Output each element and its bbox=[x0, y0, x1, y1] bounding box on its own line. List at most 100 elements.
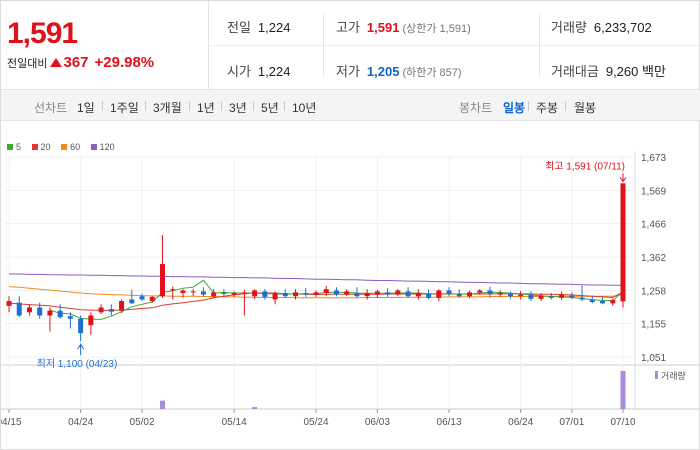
price-summary: 1,591 전일대비 367 +29.98% bbox=[1, 1, 209, 89]
stats-col-divider bbox=[323, 13, 324, 77]
candle-body bbox=[282, 293, 288, 297]
stats-row-divider bbox=[210, 45, 700, 46]
tab-divider bbox=[528, 101, 529, 111]
tab-1d[interactable]: 1일 bbox=[77, 101, 95, 115]
tab-divider bbox=[253, 101, 254, 111]
chart-annotations: 최고 1,591 (07/11) 최저 1,100 (04/23) bbox=[37, 160, 627, 370]
tab-divider bbox=[221, 101, 222, 111]
low-annotation: 최저 1,100 (04/23) bbox=[37, 358, 118, 370]
legend-ma120: 120 bbox=[90, 142, 115, 152]
candle-body bbox=[98, 307, 104, 313]
tab-daily[interactable]: 일봉 bbox=[503, 101, 526, 115]
candle-body bbox=[16, 302, 22, 316]
legend-ma60: 60 bbox=[61, 142, 80, 152]
stat-value: 1,591 bbox=[366, 20, 400, 35]
candle-body bbox=[313, 292, 319, 295]
tab-monthly[interactable]: 월봉 bbox=[574, 101, 597, 115]
candle-body bbox=[354, 293, 360, 297]
legend-label: 5 bbox=[16, 142, 22, 152]
y-tick-label: 1,051 bbox=[641, 353, 666, 364]
candle-body bbox=[252, 290, 258, 297]
candle-body bbox=[262, 291, 268, 297]
candle-body bbox=[57, 310, 63, 318]
stat-high: 고가 1,591 (상한가 1,591) bbox=[336, 17, 471, 36]
candle-body bbox=[446, 290, 452, 294]
candle-body bbox=[37, 307, 43, 316]
candle-body bbox=[374, 291, 380, 295]
tab-3y[interactable]: 3년 bbox=[229, 101, 247, 115]
candle-body bbox=[119, 301, 125, 311]
candle-body bbox=[610, 300, 616, 304]
volume-label: 거래량 bbox=[661, 370, 686, 381]
legend-label: 60 bbox=[70, 142, 81, 152]
candle-body bbox=[579, 297, 585, 300]
candle-body bbox=[78, 318, 84, 334]
current-price: 1,591 bbox=[7, 17, 78, 50]
candle-body bbox=[211, 292, 217, 297]
tab-1y[interactable]: 1년 bbox=[197, 101, 215, 115]
y-tick-label: 1,155 bbox=[641, 320, 666, 331]
tab-weekly[interactable]: 주봉 bbox=[536, 101, 559, 115]
chart-grid bbox=[1, 151, 700, 410]
candle-body bbox=[436, 290, 442, 298]
ma-legend: 5 20 60 120 bbox=[7, 142, 123, 152]
stat-label: 고가 bbox=[336, 20, 360, 35]
stats-table: 전일 1,224 시가 1,224 고가 1,591 (상한가 1,591) 저가 1,2… bbox=[210, 1, 700, 89]
candle-chart-label: 봉차트 bbox=[459, 101, 493, 115]
stat-label: 저가 bbox=[336, 64, 360, 79]
stat-value: 6,233,702 bbox=[593, 20, 652, 35]
candle-body bbox=[88, 315, 94, 326]
tab-3m[interactable]: 3개월 bbox=[153, 101, 182, 115]
tab-10y[interactable]: 10년 bbox=[292, 101, 317, 115]
candlestick-chart[interactable]: 거래량 1,673 1,569 1,466 1,362 1,258 1,155 1,051 0… bbox=[1, 121, 700, 450]
candle-body bbox=[548, 296, 554, 298]
x-tick-label: 05/24 bbox=[303, 417, 328, 428]
legend-swatch bbox=[61, 144, 68, 150]
candle-body bbox=[497, 293, 503, 295]
high-arrow-icon bbox=[619, 173, 627, 183]
candle-body bbox=[303, 293, 309, 295]
period-tab-bar: 선차트 1일 1주일 3개월 1년 3년 5년 10년 봉차트 일봉 주봉 월봉 bbox=[1, 89, 700, 121]
tab-divider bbox=[102, 101, 103, 111]
y-tick-label: 1,673 bbox=[641, 153, 666, 164]
candle-body bbox=[180, 290, 186, 294]
candle-body bbox=[600, 301, 606, 304]
stat-label: 전일 bbox=[227, 20, 251, 35]
tab-divider bbox=[565, 101, 566, 111]
candle-body bbox=[67, 316, 73, 319]
candle-body bbox=[200, 291, 206, 295]
chart-axes: 1,673 1,569 1,466 1,362 1,258 1,155 1,051 04/15… bbox=[1, 153, 666, 428]
upper-limit: (상한가 1,591) bbox=[402, 23, 471, 35]
change-label: 전일대비 bbox=[7, 58, 48, 70]
legend-ma20: 20 bbox=[31, 142, 51, 152]
tab-divider bbox=[145, 101, 146, 111]
tab-5y[interactable]: 5년 bbox=[261, 101, 279, 115]
x-tick-label: 05/14 bbox=[222, 417, 247, 428]
stat-low: 저가 1,205 (하한가 857) bbox=[336, 61, 462, 80]
volume-bars: 거래량 bbox=[160, 370, 686, 409]
candle-body bbox=[26, 307, 32, 313]
tab-1w[interactable]: 1주일 bbox=[110, 101, 139, 115]
x-tick-label: 07/10 bbox=[610, 417, 635, 428]
candle-body bbox=[507, 293, 513, 297]
candle-body bbox=[559, 294, 565, 298]
legend-label: 20 bbox=[40, 142, 51, 152]
candle-body bbox=[6, 301, 12, 306]
lower-limit: (하한가 857) bbox=[402, 67, 462, 79]
legend-swatch bbox=[90, 144, 97, 150]
candle-body bbox=[272, 293, 278, 300]
candle-body bbox=[385, 292, 391, 295]
legend-swatch bbox=[7, 144, 13, 150]
candle-body bbox=[487, 290, 493, 294]
candle-body bbox=[569, 295, 575, 298]
high-annotation: 최고 1,591 (07/11) bbox=[545, 160, 625, 172]
ma5-line bbox=[49, 279, 624, 320]
candle-body bbox=[405, 291, 411, 297]
candle-body bbox=[129, 299, 135, 304]
candles bbox=[6, 183, 626, 342]
candle-body bbox=[620, 183, 626, 302]
stat-volume: 거래량 6,233,702 bbox=[551, 17, 652, 36]
stat-open: 시가 1,224 bbox=[227, 61, 290, 80]
volume-legend-swatch bbox=[655, 371, 658, 379]
candle-body bbox=[231, 293, 237, 295]
